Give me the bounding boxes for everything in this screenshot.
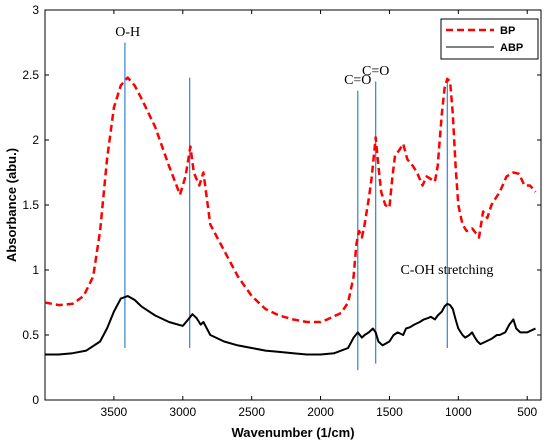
- x-tick-label: 2500: [238, 405, 265, 419]
- legend-label-bp: BP: [500, 25, 515, 37]
- y-tick-label: 0.5: [22, 328, 39, 342]
- y-tick-label: 2: [32, 133, 39, 147]
- x-tick-label: 3500: [101, 405, 128, 419]
- series-line-bp: [44, 76, 537, 324]
- x-tick-label: 1000: [445, 405, 472, 419]
- x-axis-ticks: 3500 3000 2500 2000 1500 1000 500: [101, 10, 538, 419]
- annotation-label: C=O: [362, 64, 389, 79]
- annotation-label: O-H: [115, 25, 140, 40]
- legend-label-abp: ABP: [500, 42, 523, 54]
- plot-area: [44, 9, 542, 401]
- legend: BP ABP: [440, 18, 539, 60]
- y-tick-label: 1: [32, 263, 39, 277]
- plot-frame: [44, 9, 542, 401]
- y-axis-ticks: 0 0.5 1 1.5 2 2.5 3: [22, 3, 541, 407]
- legend-box: [440, 18, 539, 60]
- y-axis-label: Absorbance (abu.): [4, 148, 19, 262]
- series-layer: [44, 76, 537, 356]
- y-tick-label: 1.5: [22, 198, 39, 212]
- x-tick-label: 3000: [169, 405, 196, 419]
- annotation-label: C-OH stretching: [400, 263, 493, 278]
- y-tick-label: 2.5: [22, 68, 39, 82]
- y-tick-label: 3: [32, 3, 39, 17]
- annotations: O-H C=OC=O C-OH stretching: [115, 25, 493, 278]
- y-tick-label: 0: [32, 393, 39, 407]
- x-axis-label: Wavenumber (1/cm): [231, 425, 354, 440]
- x-tick-label: 2000: [307, 405, 334, 419]
- x-tick-label: 500: [517, 405, 537, 419]
- x-tick-label: 1500: [376, 405, 403, 419]
- annotation-label: C=O: [344, 73, 371, 88]
- series-line-abp: [45, 295, 536, 356]
